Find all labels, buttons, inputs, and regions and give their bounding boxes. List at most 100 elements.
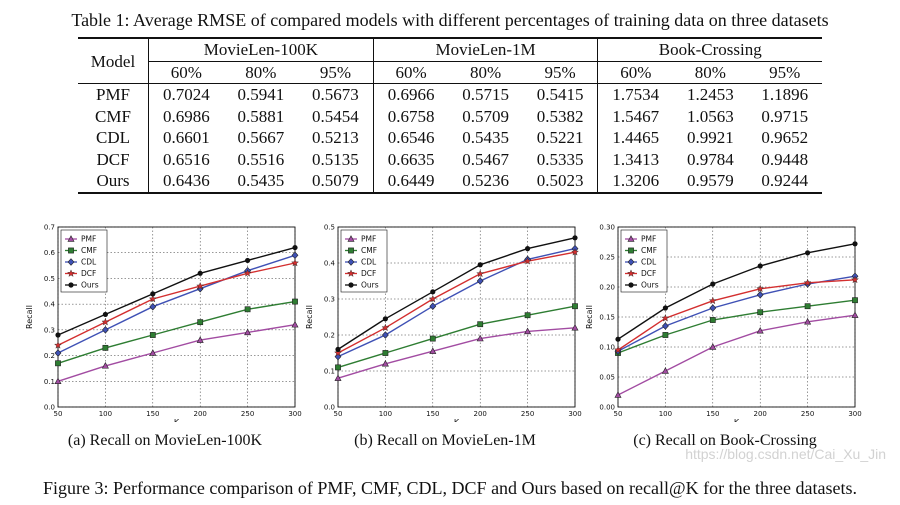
x-tick-label: 250 — [801, 410, 814, 418]
legend-label: CMF — [361, 246, 377, 255]
subcaption-b: (b) Recall on MovieLen-1M — [354, 432, 536, 449]
subcaption-c: (c) Recall on Book-Crossing — [633, 432, 817, 449]
data-point-dcf — [571, 248, 579, 256]
y-tick-label: 0.0 — [44, 404, 55, 412]
y-tick-label: 0.6 — [44, 249, 56, 257]
rmse-cell: 0.6986 — [147, 105, 224, 127]
data-point-pmf — [661, 367, 669, 374]
rmse-cell: 0.9579 — [673, 170, 748, 194]
data-point-pmf — [101, 362, 109, 369]
y-tick-label: 0.5 — [324, 224, 335, 232]
data-point-pmf — [524, 327, 532, 335]
data-point-pmf — [476, 334, 484, 342]
data-point-dcf — [381, 323, 390, 332]
data-point-cmf — [477, 321, 484, 328]
rmse-cell: 0.6635 — [372, 148, 449, 170]
y-tick-label: 0.1 — [324, 368, 335, 376]
rmse-cell: 0.5221 — [536, 128, 584, 148]
y-tick-label: 0.05 — [599, 374, 615, 382]
data-point-cmf — [197, 319, 204, 326]
x-tick-label: 200 — [474, 410, 487, 418]
percentage-header: 80% — [223, 61, 299, 84]
data-point-cmf — [382, 350, 389, 356]
data-point-cmf — [757, 309, 764, 316]
rmse-cell: 0.5435 — [223, 170, 299, 194]
table-row: DCF 0.6516 0.5516 0.5135 0.6635 0.5467 0.5335 1… — [78, 148, 822, 170]
legend-label: CDL — [641, 258, 657, 267]
data-point-pmf — [804, 317, 812, 325]
model-name: CMF — [95, 106, 131, 126]
data-point-cdl — [661, 322, 669, 330]
data-point-cmf — [335, 364, 341, 371]
chart-recall-movielen-1m: 0.0 0.1 0.2 0.3 0.4 0.5 50 100 150 200 250 300 K Reca… — [305, 224, 582, 423]
series-line-pmf — [57, 324, 296, 382]
legend-marker — [347, 269, 355, 277]
rmse-cell: 0.9448 — [761, 149, 809, 169]
series-line-cmf — [57, 300, 296, 364]
rmse-cell: 0.5454 — [312, 106, 359, 126]
x-tick-label: 300 — [568, 410, 581, 418]
y-axis-label: Recall — [585, 305, 594, 329]
data-point-pmf — [196, 336, 204, 343]
x-tick-label: 150 — [146, 410, 159, 418]
data-point-ours — [805, 250, 811, 256]
x-tick-label: 100 — [379, 410, 392, 418]
rmse-cell: 1.3206 — [597, 170, 674, 194]
x-axis-label: K — [174, 418, 180, 422]
percentage-header: 80% — [448, 61, 523, 84]
data-point-ours — [150, 291, 156, 297]
rmse-cell: 0.6546 — [372, 127, 449, 149]
series-line-dcf — [57, 262, 296, 346]
data-point-cdl — [291, 251, 299, 260]
legend-marker — [67, 258, 75, 266]
data-point-dcf — [196, 281, 205, 290]
rmse-cell: 1.4465 — [597, 127, 674, 149]
legend: PMF CMF CDL DCF Ours — [60, 229, 108, 293]
series-line-dcf — [617, 279, 856, 351]
y-tick-label: 0.1 — [44, 378, 55, 386]
rmse-cell: 1.1896 — [761, 85, 809, 105]
table-header-row: Model MovieLen-100K MovieLen-1M Book-Cro… — [78, 37, 822, 84]
legend-marker — [348, 282, 354, 288]
x-tick-label: 250 — [241, 410, 254, 418]
plot-frame — [337, 226, 576, 408]
data-point-cdl — [756, 291, 764, 299]
rmse-cell: 0.5236 — [448, 170, 523, 194]
rmse-cell: 0.6758 — [372, 105, 449, 127]
data-point-cdl — [429, 302, 437, 310]
data-point-cdl — [381, 331, 389, 339]
data-point-cdl — [149, 302, 157, 311]
data-point-pmf — [244, 328, 252, 336]
x-tick-label: 150 — [426, 410, 439, 418]
subcaption-a: (a) Recall on MovieLen-100K — [67, 432, 263, 449]
x-tick-label: 300 — [848, 410, 861, 418]
legend-label: Ours — [81, 281, 99, 290]
series-line-pmf — [337, 327, 576, 379]
y-axis-label: Recall — [25, 305, 34, 329]
percentage-header: 95% — [298, 61, 374, 84]
data-point-dcf — [851, 275, 859, 284]
percentage-header: 60% — [597, 61, 674, 84]
plot-frame — [57, 226, 296, 408]
legend: PMF CMF CDL DCF Ours — [620, 229, 668, 293]
series-line-cdl — [57, 254, 296, 354]
rmse-cell: 1.0563 — [686, 106, 734, 126]
data-point-cmf — [244, 306, 251, 313]
data-point-cmf — [572, 303, 578, 310]
rmse-cell: 1.7534 — [597, 83, 674, 106]
rmse-cell: 0.9652 — [761, 128, 809, 148]
rmse-cell: 0.5516 — [237, 149, 285, 169]
dataset-header: MovieLen-1M — [372, 37, 598, 62]
data-point-dcf — [614, 345, 622, 354]
data-point-dcf — [523, 257, 532, 265]
legend-label: DCF — [81, 269, 96, 278]
percentage-header: 95% — [747, 61, 822, 84]
data-point-pmf — [149, 349, 157, 356]
data-point-pmf — [429, 347, 437, 354]
legend-label: CDL — [81, 258, 97, 267]
data-point-dcf — [756, 284, 765, 293]
model-name: CDL — [96, 128, 130, 148]
table-subheader-row: 60% 80% 95% 60% 80% 95% 60% 80% 95% — [78, 61, 822, 84]
rmse-cell: 0.9715 — [761, 106, 809, 126]
data-point-pmf — [709, 343, 717, 350]
